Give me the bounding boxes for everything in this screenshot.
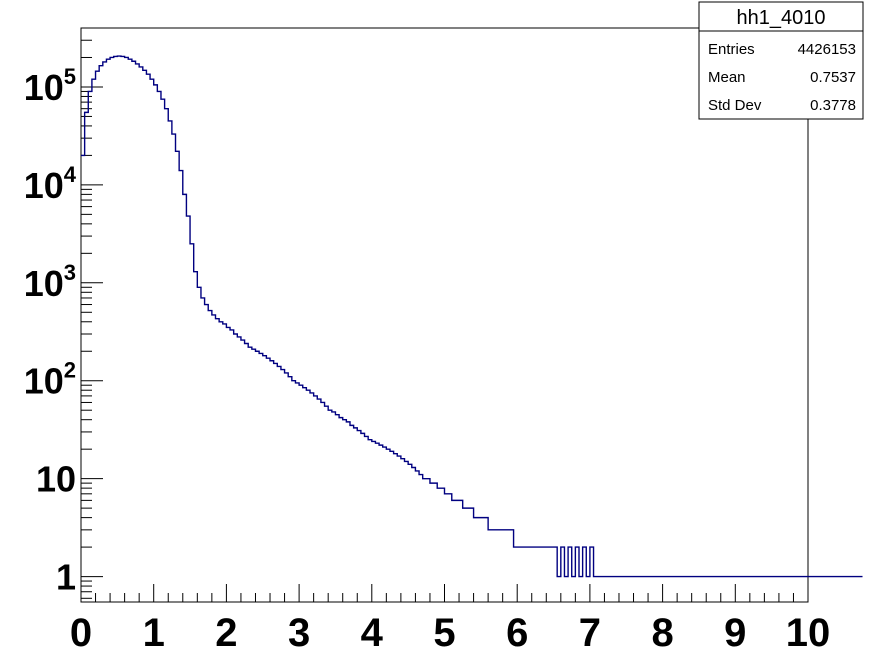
x-tick-label: 3 bbox=[288, 611, 310, 647]
x-tick-label: 9 bbox=[724, 611, 746, 647]
x-tick-label: 5 bbox=[433, 611, 455, 647]
stats-box-title: hh1_4010 bbox=[737, 7, 826, 29]
x-tick-label: 6 bbox=[506, 611, 528, 647]
y-tick-label: 102 bbox=[24, 358, 76, 402]
y-axis-labels: 1 10 102 103 104 105 bbox=[24, 64, 77, 598]
stats-stddev-label: Std Dev bbox=[708, 97, 762, 114]
y-tick-label: 104 bbox=[24, 162, 77, 206]
x-axis-labels: 0 1 2 3 4 5 6 7 8 9 10 bbox=[70, 611, 830, 647]
x-tick-label: 2 bbox=[215, 611, 237, 647]
x-tick-label: 7 bbox=[579, 611, 601, 647]
stats-entries-value: 4426153 bbox=[798, 41, 856, 58]
y-axis-ticks bbox=[81, 27, 103, 599]
x-tick-label: 1 bbox=[143, 611, 165, 647]
y-tick-label: 105 bbox=[24, 64, 76, 108]
y-tick-label: 1 bbox=[56, 557, 76, 598]
stats-mean-label: Mean bbox=[708, 69, 746, 86]
stats-mean-value: 0.7537 bbox=[810, 69, 856, 86]
histogram-line bbox=[81, 55, 863, 578]
stats-stddev-value: 0.3778 bbox=[810, 97, 856, 114]
stats-box-frame bbox=[698, 1, 864, 120]
stats-box: hh1_4010 Entries 4426153 Mean 0.7537 Std… bbox=[698, 1, 864, 120]
x-tick-label: 8 bbox=[651, 611, 673, 647]
x-tick-label: 10 bbox=[786, 611, 831, 647]
x-axis-ticks bbox=[80, 584, 809, 602]
x-tick-label: 0 bbox=[70, 611, 92, 647]
x-tick-label: 4 bbox=[361, 611, 384, 647]
y-tick-label: 10 bbox=[36, 459, 76, 500]
y-tick-label: 103 bbox=[24, 260, 76, 304]
stats-entries-label: Entries bbox=[708, 41, 755, 58]
